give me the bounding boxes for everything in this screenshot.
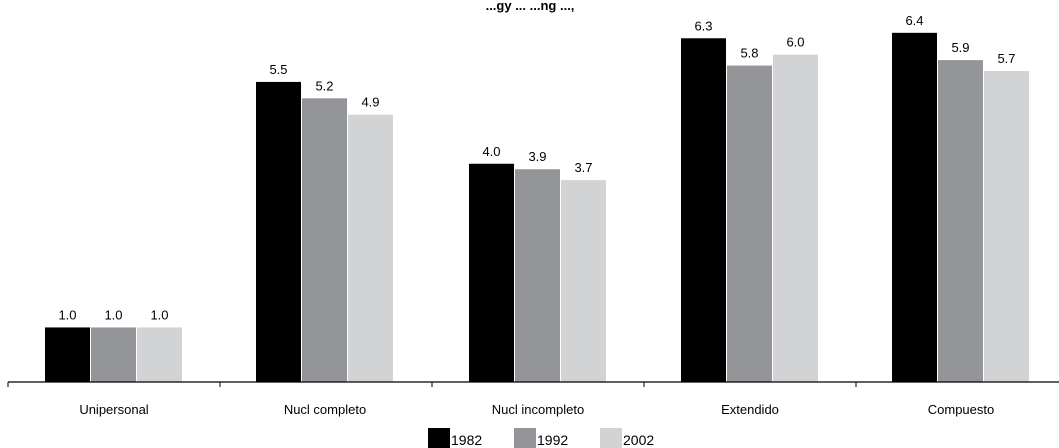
x-tick-label-nucl-completo: Nucl completo xyxy=(284,402,366,417)
legend-swatch-1982 xyxy=(428,428,450,448)
value-label-extendido-1982: 6.3 xyxy=(694,18,712,33)
legend-label-1992: 1992 xyxy=(537,432,568,448)
x-tick-label-extendido: Extendido xyxy=(721,402,779,417)
bar-extendido-2002 xyxy=(773,54,818,382)
bar-nucl-completo-1982 xyxy=(256,81,301,383)
value-label-compuesto-2002: 5.7 xyxy=(997,51,1015,66)
value-label-unipersonal-2002: 1.0 xyxy=(150,307,168,322)
bar-nucl-completo-1992 xyxy=(302,98,347,382)
bar-nucl-incompleto-1982 xyxy=(469,163,514,382)
bar-nucl-incompleto-2002 xyxy=(561,180,606,382)
x-axis-ticks xyxy=(7,382,857,387)
chart-title: ...gy ... ...ng ..., xyxy=(486,0,575,13)
legend-label-1982: 1982 xyxy=(451,432,482,448)
bar-nucl-completo-2002 xyxy=(348,114,393,382)
value-label-unipersonal-1992: 1.0 xyxy=(104,307,122,322)
value-label-nucl-incompleto-1992: 3.9 xyxy=(528,149,546,164)
value-label-nucl-completo-1982: 5.5 xyxy=(269,62,287,77)
bar-compuesto-1982 xyxy=(892,32,937,383)
bar-extendido-1992 xyxy=(727,65,772,382)
x-tick-label-nucl-incompleto: Nucl incompleto xyxy=(492,402,585,417)
bar-unipersonal-2002 xyxy=(137,327,182,382)
value-label-unipersonal-1982: 1.0 xyxy=(58,307,76,322)
legend: 1982 1992 2002 xyxy=(428,428,654,448)
bars-layer xyxy=(45,32,1029,383)
bar-compuesto-2002 xyxy=(984,71,1029,382)
value-labels-layer: 1.0 1.0 1.0 5.5 5.2 4.9 4.0 3.9 3.7 6.3 5.8 6.0 6.4 5… xyxy=(58,13,1015,323)
legend-label-2002: 2002 xyxy=(623,432,654,448)
x-tick-label-unipersonal: Unipersonal xyxy=(79,402,148,417)
bar-unipersonal-1982 xyxy=(45,327,90,382)
value-label-extendido-1992: 5.8 xyxy=(740,46,758,61)
legend-swatch-2002 xyxy=(600,428,622,448)
legend-swatch-1992 xyxy=(514,428,536,448)
x-tick-label-compuesto: Compuesto xyxy=(928,402,994,417)
bar-nucl-incompleto-1992 xyxy=(515,169,560,382)
value-label-nucl-completo-2002: 4.9 xyxy=(361,95,379,110)
x-axis-labels: Unipersonal Nucl completo Nucl incompleto E… xyxy=(79,402,994,417)
bar-compuesto-1992 xyxy=(938,60,983,383)
bar-unipersonal-1992 xyxy=(91,327,136,382)
value-label-extendido-2002: 6.0 xyxy=(786,35,804,50)
value-label-nucl-completo-1992: 5.2 xyxy=(315,78,333,93)
value-label-compuesto-1982: 6.4 xyxy=(905,13,923,28)
value-label-compuesto-1992: 5.9 xyxy=(951,40,969,55)
bar-extendido-1982 xyxy=(681,38,726,382)
value-label-nucl-incompleto-1982: 4.0 xyxy=(482,144,500,159)
value-label-nucl-incompleto-2002: 3.7 xyxy=(574,160,592,175)
